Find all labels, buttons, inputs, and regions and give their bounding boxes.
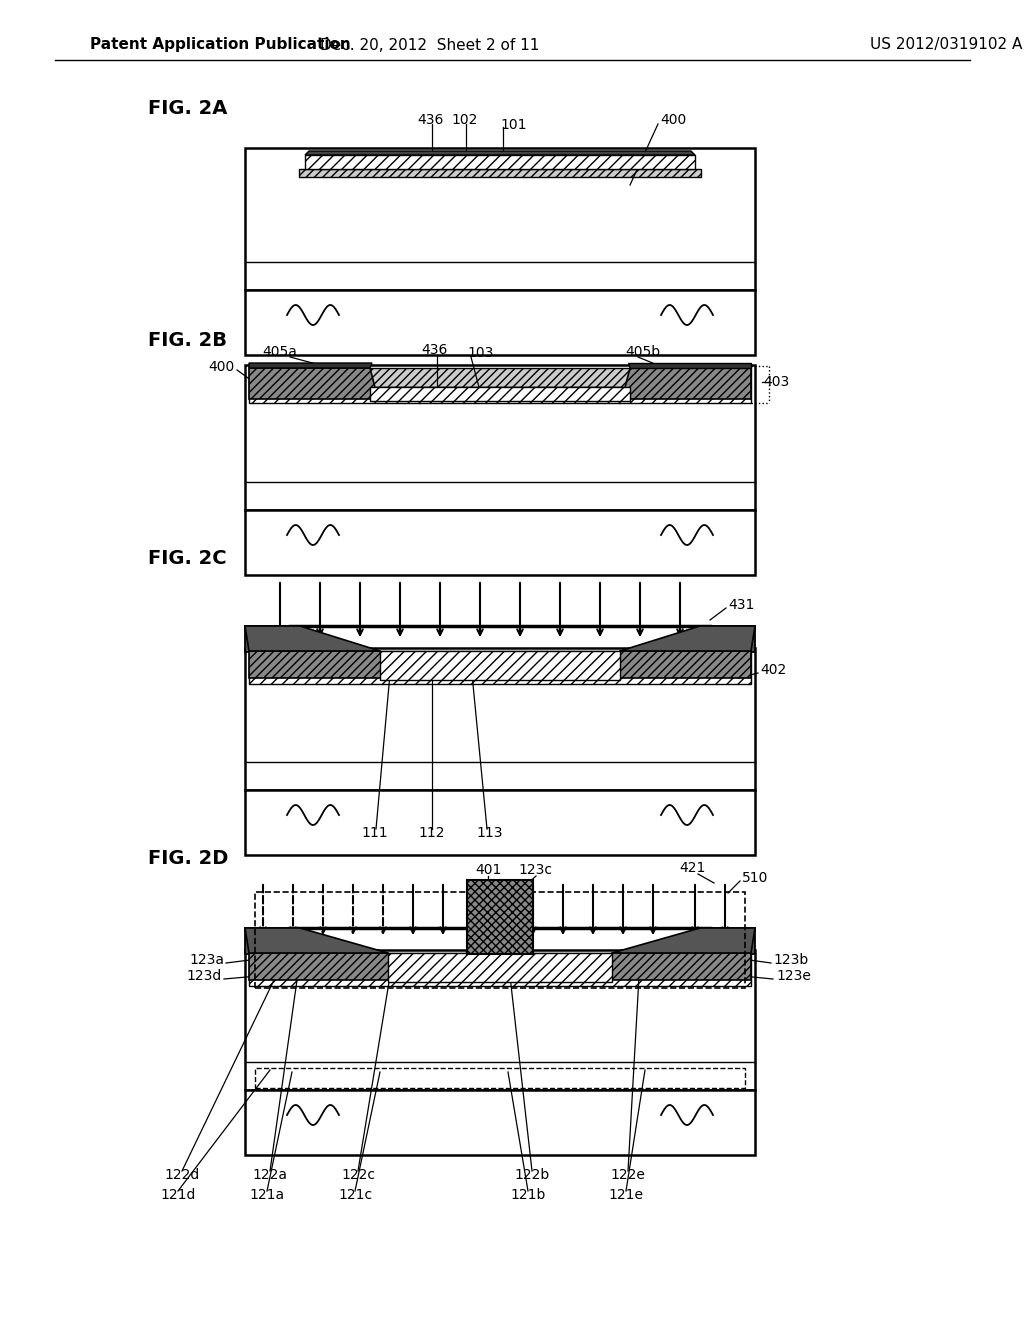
Polygon shape: [249, 368, 378, 399]
Bar: [249, 387, 751, 403]
Text: 122b: 122b: [514, 1168, 550, 1181]
Bar: [249, 970, 751, 986]
Text: Dec. 20, 2012  Sheet 2 of 11: Dec. 20, 2012 Sheet 2 of 11: [321, 37, 540, 53]
Polygon shape: [604, 953, 751, 979]
Text: 431: 431: [728, 598, 755, 612]
Text: 421: 421: [680, 861, 707, 875]
Text: 400: 400: [660, 114, 686, 127]
Text: 121d: 121d: [161, 1188, 196, 1203]
Text: 123d: 123d: [186, 969, 222, 983]
Text: 103: 103: [467, 346, 494, 360]
Text: 510: 510: [742, 871, 768, 884]
Text: 121c: 121c: [338, 1188, 372, 1203]
Polygon shape: [622, 368, 751, 399]
Polygon shape: [612, 651, 751, 678]
Text: US 2012/0319102 A1: US 2012/0319102 A1: [870, 37, 1024, 53]
Text: 123a: 123a: [189, 953, 224, 968]
Text: FIG. 2C: FIG. 2C: [148, 549, 226, 568]
Bar: [249, 668, 751, 684]
Bar: [245, 510, 755, 576]
Text: 121b: 121b: [510, 1188, 546, 1203]
Bar: [255, 892, 745, 987]
Bar: [245, 148, 755, 290]
Bar: [245, 366, 755, 510]
Bar: [249, 368, 751, 387]
Text: 401: 401: [475, 863, 501, 876]
Text: 101: 101: [500, 117, 526, 132]
Polygon shape: [245, 626, 300, 652]
Polygon shape: [305, 154, 695, 169]
Polygon shape: [245, 928, 300, 954]
Bar: [249, 651, 751, 668]
Polygon shape: [249, 651, 388, 678]
Text: 121e: 121e: [608, 1188, 643, 1203]
Text: 112: 112: [419, 826, 445, 840]
Text: 403: 403: [763, 375, 790, 389]
Bar: [249, 953, 751, 970]
Text: 405a: 405a: [262, 345, 297, 359]
Bar: [380, 651, 620, 680]
Text: 122d: 122d: [165, 1168, 200, 1181]
Bar: [245, 648, 755, 789]
Bar: [245, 950, 755, 1090]
Text: 122c: 122c: [341, 1168, 375, 1181]
Text: 123c: 123c: [518, 863, 552, 876]
Bar: [370, 387, 630, 401]
Text: 121a: 121a: [250, 1188, 285, 1203]
Bar: [467, 880, 534, 954]
Text: FIG. 2B: FIG. 2B: [148, 330, 227, 350]
Text: 400: 400: [209, 360, 234, 374]
Text: 405b: 405b: [625, 345, 660, 359]
Bar: [245, 1090, 755, 1155]
Text: 122e: 122e: [610, 1168, 645, 1181]
Text: 123b: 123b: [773, 953, 808, 968]
Polygon shape: [299, 169, 701, 177]
Text: 111: 111: [361, 826, 388, 840]
Text: 122a: 122a: [253, 1168, 288, 1181]
Bar: [245, 789, 755, 855]
Text: 402: 402: [760, 663, 786, 677]
Polygon shape: [245, 626, 380, 651]
Text: 436: 436: [422, 343, 449, 356]
Polygon shape: [700, 626, 755, 652]
Bar: [245, 290, 755, 355]
Text: FIG. 2D: FIG. 2D: [148, 849, 228, 867]
Polygon shape: [628, 363, 751, 368]
Text: 436: 436: [417, 114, 443, 127]
Polygon shape: [249, 363, 372, 368]
Text: FIG. 2A: FIG. 2A: [148, 99, 227, 117]
Bar: [255, 1068, 745, 1088]
Text: 123e: 123e: [776, 969, 811, 983]
Text: Patent Application Publication: Patent Application Publication: [90, 37, 351, 53]
Polygon shape: [245, 928, 388, 953]
Polygon shape: [612, 928, 755, 953]
Polygon shape: [620, 626, 755, 651]
Polygon shape: [305, 150, 695, 154]
Polygon shape: [249, 953, 396, 979]
Bar: [388, 953, 612, 982]
Text: 113: 113: [477, 826, 503, 840]
Text: 102: 102: [452, 114, 478, 127]
Polygon shape: [700, 928, 755, 954]
